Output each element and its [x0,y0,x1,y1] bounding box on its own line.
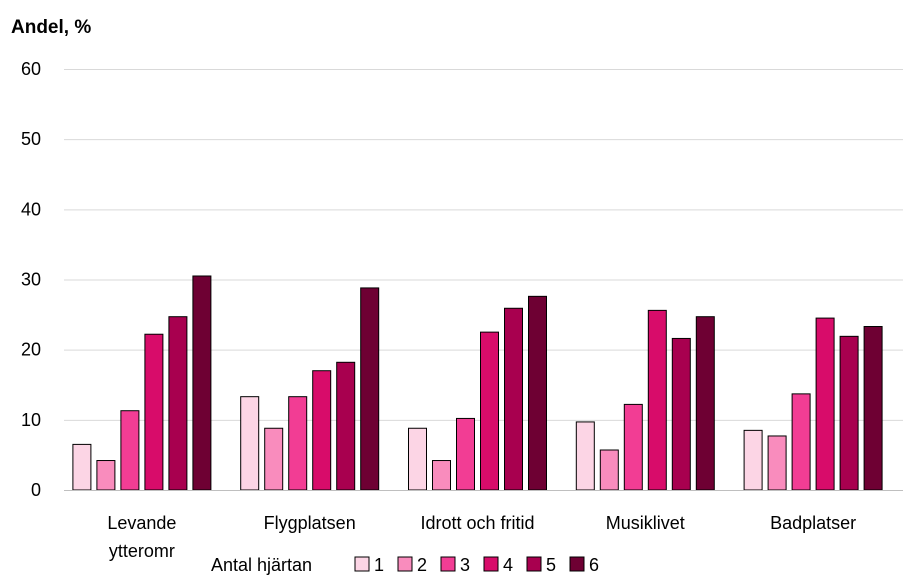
y-axis-label: Andel, % [11,17,91,38]
legend-swatch-3 [440,556,456,572]
bar-badplatser-series-3 [791,393,811,491]
bar-flygplatsen-series-1 [240,396,260,491]
category-label: ytteromr [109,541,175,561]
y-tick-label: 0 [31,480,41,500]
legend-swatch-2 [397,556,413,572]
legend-label-6: 6 [589,555,599,575]
bar-badplatser-series-5 [839,335,859,491]
bar-badplatser-series-4 [815,317,835,491]
y-tick-label: 60 [21,59,41,79]
bar-flygplatsen-series-4 [312,370,332,491]
bar-badplatser-series-2 [767,435,787,491]
category-label: Badplatser [770,513,856,533]
legend-title: Antal hjärtan [211,555,312,575]
category-label: Flygplatsen [264,513,356,533]
bar-idrott-och-fritid-series-6 [528,295,547,491]
bar-musiklivet-series-1 [575,421,595,491]
bar-levande-ytteromr-series-6 [192,275,212,491]
bar-idrott-och-fritid-series-1 [408,427,427,491]
category-label: Levande [107,513,176,533]
legend: Antal hjärtan 1 2 3 4 5 6 [211,555,599,575]
bar-flygplatsen-series-5 [336,361,356,491]
legend-label-4: 4 [503,555,513,575]
bar-musiklivet-series-2 [599,449,619,491]
bar-levande-ytteromr-series-5 [168,316,188,491]
bar-flygplatsen-series-2 [264,427,284,491]
legend-label-2: 2 [417,555,427,575]
bar-musiklivet-series-5 [671,337,691,491]
legend-swatch-4 [483,556,499,572]
bar-idrott-och-fritid-series-4 [480,331,499,491]
bar-flygplatsen-series-6 [360,287,380,491]
bar-musiklivet-series-6 [695,316,715,491]
legend-label-3: 3 [460,555,470,575]
bar-idrott-och-fritid-series-3 [456,417,475,491]
legend-swatch-1 [354,556,370,572]
y-tick-label: 20 [21,340,41,360]
legend-swatch-5 [526,556,542,572]
y-tick-label: 30 [21,270,41,290]
bars [72,275,883,491]
bar-idrott-och-fritid-series-5 [504,307,523,491]
bar-levande-ytteromr-series-3 [120,410,140,491]
bar-musiklivet-series-3 [623,403,643,491]
bar-flygplatsen-series-3 [288,396,308,491]
bar-musiklivet-series-4 [647,309,667,491]
bar-badplatser-series-1 [743,429,763,491]
legend-swatch-6 [569,556,585,572]
y-tick-label: 40 [21,199,41,219]
category-label: Musiklivet [606,513,685,533]
category-label: Idrott och fritid [420,513,534,533]
y-tick-labels: 0 10 20 30 40 50 60 [21,59,41,500]
legend-label-5: 5 [546,555,556,575]
bar-levande-ytteromr-series-2 [96,460,116,491]
legend-label-1: 1 [374,555,384,575]
bar-levande-ytteromr-series-1 [72,443,92,491]
bar-idrott-och-fritid-series-2 [432,460,451,491]
bar-badplatser-series-6 [863,326,883,491]
bar-levande-ytteromr-series-4 [144,333,164,491]
y-tick-label: 50 [21,129,41,149]
category-labels: Levande ytteromr Flygplatsen Idrott och fri… [107,513,856,561]
y-tick-label: 10 [21,410,41,430]
